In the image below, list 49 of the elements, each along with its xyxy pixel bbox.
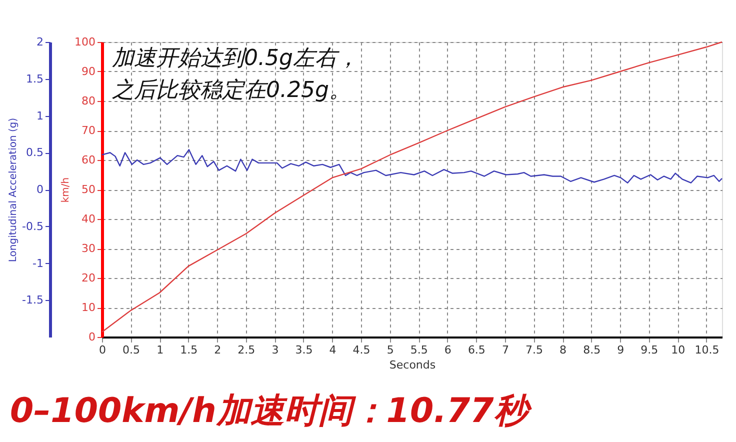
y-tick-label: 1.5: [26, 72, 44, 86]
y2-axis-title: km/h: [60, 177, 72, 203]
y2-tick-label: 80: [82, 94, 96, 108]
line-series: [101, 149, 723, 184]
x-tick-label: 3: [272, 344, 279, 356]
x-tick-label: 6: [444, 344, 452, 356]
x-tick-label: 7: [502, 344, 509, 356]
y2-tick-label: 50: [82, 183, 96, 196]
annotation: 加速开始达到0.5g左右，: [112, 46, 359, 71]
x-tick-label: 5: [386, 344, 394, 356]
y2-tick-label: 40: [82, 212, 96, 226]
line-series: [101, 41, 723, 333]
x-tick-label: 5.5: [410, 344, 428, 356]
y2-tick-label: 100: [74, 36, 96, 48]
y2-tick-label: 10: [82, 301, 96, 314]
x-tick-label: 8.5: [583, 344, 601, 356]
y2-tick-label: 90: [82, 65, 96, 78]
x-tick-label: 0.5: [122, 344, 140, 356]
y2-tick-label: 60: [82, 154, 96, 166]
x-tick-label: 8: [560, 344, 567, 356]
x-tick-label: 6.5: [468, 344, 486, 356]
x-tick-label: 1: [156, 344, 164, 356]
annotation: 之后比较稳定在0.25g。: [112, 78, 351, 103]
y-tick-label: 0.5: [26, 146, 44, 160]
y-tick-label: 0: [36, 183, 44, 196]
y-tick-label: -1.5: [22, 294, 44, 307]
x-tick-label: 2.5: [238, 344, 256, 356]
x-tick-label: 0: [99, 344, 106, 356]
x-tick-label: 7.5: [526, 344, 544, 356]
y-tick-label: -1: [32, 256, 44, 270]
y2-tick-label: 20: [82, 272, 96, 284]
y-tick-label: 1: [36, 109, 44, 122]
x-tick-label: 9: [617, 344, 624, 356]
x-tick-label: 1.5: [180, 344, 198, 356]
y-axis-title: Longitudinal Acceleration (g): [8, 118, 20, 262]
x-tick-label: 3.5: [295, 344, 313, 356]
y2-tick-label: 0: [88, 330, 96, 344]
x-axis-title: Seconds: [389, 358, 436, 372]
x-tick-label: 4: [329, 344, 336, 356]
y2-tick-label: 70: [82, 124, 96, 137]
y-tick-label: -0.5: [22, 220, 44, 233]
x-tick-label: 10: [671, 344, 686, 356]
x-tick-label: 4.5: [352, 344, 370, 356]
x-tick-label: 2: [214, 344, 222, 356]
x-tick-label: 10.5: [694, 344, 720, 356]
text: 0–100km/h加速时间：10.77秒: [10, 391, 532, 431]
y2-tick-label: 30: [82, 242, 96, 255]
x-tick-label: 9.5: [640, 344, 658, 356]
y-tick-label: 2: [36, 36, 44, 48]
